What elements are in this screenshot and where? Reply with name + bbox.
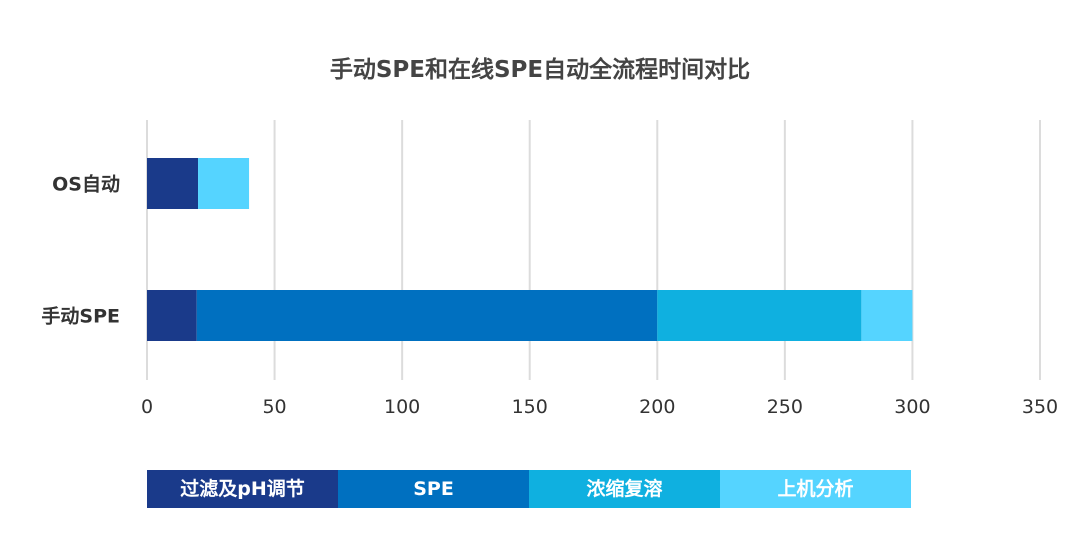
bar-segment — [657, 290, 862, 341]
x-tick-label: 0 — [141, 396, 153, 418]
chart-title: 手动SPE和在线SPE自动全流程时间对比 — [329, 57, 751, 83]
legend-item: 过滤及pH调节 — [147, 470, 338, 508]
bar-segment — [147, 290, 197, 341]
legend: 过滤及pH调节 SPE 浓缩复溶 上机分析 — [147, 470, 911, 508]
legend-item: 上机分析 — [720, 470, 911, 508]
category-label: OS自动 — [52, 173, 120, 196]
x-tick-label: 350 — [1022, 396, 1058, 418]
bar-segment — [147, 158, 199, 209]
x-tick-label: 300 — [894, 396, 930, 418]
legend-item: 浓缩复溶 — [529, 470, 720, 508]
bar-segment — [196, 290, 658, 341]
legend-item: SPE — [338, 470, 529, 508]
x-tick-label: 200 — [639, 396, 675, 418]
bar-segment — [861, 290, 913, 341]
x-tick-label: 50 — [262, 396, 286, 418]
x-tick-label: 150 — [512, 396, 548, 418]
category-label: 手动SPE — [41, 305, 120, 328]
bar-segment — [198, 158, 250, 209]
x-tick-label: 250 — [767, 396, 803, 418]
x-tick-label: 100 — [384, 396, 420, 418]
